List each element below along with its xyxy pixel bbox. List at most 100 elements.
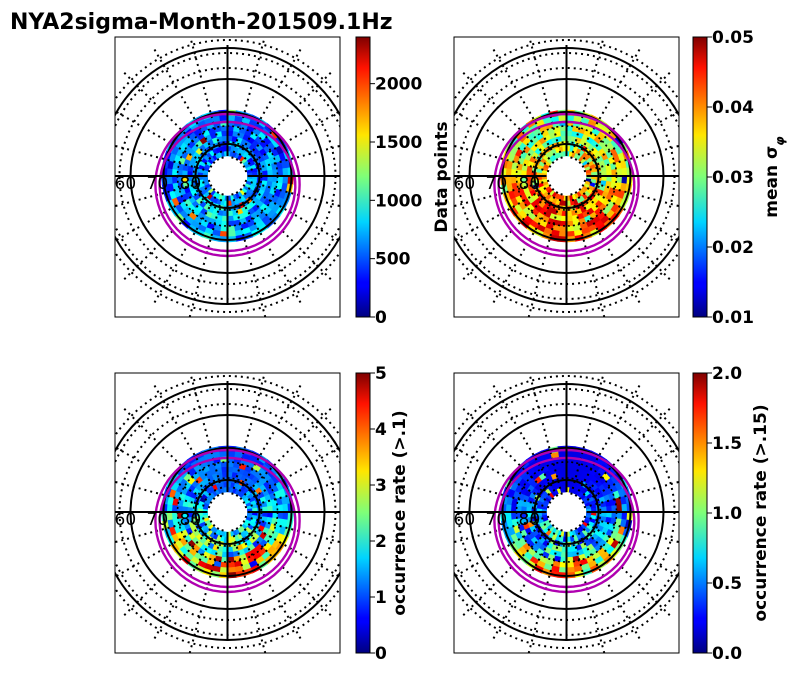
heatmap-cell <box>566 450 575 458</box>
heatmap-cell <box>171 175 178 184</box>
latitude-label: 60 <box>454 174 476 194</box>
heatmap-cell <box>621 175 628 185</box>
grid-radial-dotted <box>528 373 563 495</box>
polar-panel-top-right: 60 70 80 0.01 0.02 0.03 0.04 0.05 mean σφ <box>453 28 787 328</box>
heatmap-cell <box>277 175 284 184</box>
grid-radial-dotted <box>578 405 674 500</box>
grid-radial-dotted <box>115 144 211 173</box>
grid-radial-dotted <box>570 193 606 317</box>
grid-radial-dotted <box>231 373 266 495</box>
plot-area: 60 70 80 <box>454 373 679 653</box>
colorbar-tick-label: 0 <box>375 644 387 664</box>
heatmap-cell <box>558 566 567 574</box>
heatmap-cell <box>566 114 575 122</box>
axes-frame <box>114 372 341 654</box>
heatmap-cell <box>219 230 228 238</box>
plot-area: 60 70 80 <box>454 37 679 317</box>
grid-radial-dotted <box>454 144 550 173</box>
latitude-label: 80 <box>180 510 202 530</box>
grid-radial-dotted <box>578 524 674 619</box>
heatmap-cell <box>282 167 289 177</box>
heatmap-cell <box>566 225 575 233</box>
grid-radial-dotted <box>578 188 674 283</box>
colorbar-tick-label: 500 <box>375 250 411 270</box>
colorbar-label: occurrence rate (>.1) <box>390 410 410 615</box>
heatmap-cell <box>227 225 236 233</box>
heatmap-cell <box>558 561 567 569</box>
grid-radial-dotted <box>459 524 555 619</box>
latitude-label: 70 <box>147 510 169 530</box>
colorbar-tick-label: 3 <box>375 476 387 496</box>
grid-radial-dotted <box>583 515 679 544</box>
grid-radial-dotted <box>244 480 340 509</box>
colorbar-label: Data points <box>432 121 452 232</box>
grid-radial-dotted <box>188 193 224 317</box>
latitude-label: 70 <box>486 510 508 530</box>
grid-radial-dotted <box>454 109 552 168</box>
heatmap-cell <box>616 504 623 513</box>
heatmap-cell <box>510 511 517 520</box>
plot-area: 60 70 80 <box>115 37 340 317</box>
latitude-label: 60 <box>115 174 137 194</box>
heatmap-cell <box>558 230 567 238</box>
latitude-label: 70 <box>147 174 169 194</box>
colorbar-tick-label: 2000 <box>375 75 422 95</box>
heatmap-cell <box>219 114 228 122</box>
colorbar-tick-label: 0.04 <box>712 98 754 118</box>
grid-radial-dotted <box>454 515 550 544</box>
heatmap-cell <box>558 450 567 458</box>
latitude-label: 80 <box>519 510 541 530</box>
heatmap-cell <box>566 230 575 238</box>
figure-title: NYA2sigma-Month-201509.1Hz <box>10 10 393 35</box>
heatmap-cell <box>219 450 228 458</box>
grid-radial-dotted <box>231 193 267 317</box>
grid-radial-dotted <box>570 373 605 495</box>
grid-radial-dotted <box>239 524 335 619</box>
colorbar <box>355 372 371 654</box>
colorbar-tick-label: 1000 <box>375 191 422 211</box>
latitude-label: 70 <box>486 174 508 194</box>
colorbar-tick-label: 0.02 <box>712 238 754 258</box>
heatmap-cell <box>227 114 236 122</box>
heatmap-cell <box>566 561 575 569</box>
colorbar-tick-label: 0 <box>375 308 387 328</box>
colorbar-tick-label: 0.05 <box>712 28 754 48</box>
grid-radial-dotted <box>454 179 550 208</box>
heatmap-cell <box>616 511 623 520</box>
grid-radial-dotted <box>583 144 679 173</box>
heatmap-cell <box>621 167 628 177</box>
grid-radial-dotted <box>527 193 563 317</box>
heatmap-cell <box>621 511 628 521</box>
grid-radial-dotted <box>244 179 340 208</box>
heatmap-cell <box>566 566 575 574</box>
heatmap-cell <box>616 168 623 177</box>
heatmap-cell <box>510 168 517 177</box>
polar-panel-top-left: 60 70 80 0 500 1000 1500 2000 Data points <box>114 36 452 328</box>
heatmap-cell <box>510 504 517 513</box>
heatmap-cell <box>510 175 517 184</box>
latitude-label: 60 <box>115 510 137 530</box>
latitude-label: 80 <box>519 174 541 194</box>
colorbar <box>692 36 708 318</box>
grid-radial-dotted <box>244 144 340 173</box>
colorbar <box>692 372 708 654</box>
colorbar <box>355 36 371 318</box>
polar-panel-bottom-right: 60 70 80 0.0 0.5 1.0 1.5 2.0 occurrence rate (>.… <box>453 364 771 664</box>
grid-radial-dotted <box>189 373 224 495</box>
plot-area: 60 70 80 <box>115 373 340 653</box>
latitude-label: 60 <box>454 510 476 530</box>
heatmap-cell <box>277 511 284 520</box>
colorbar-tick-label: 1.5 <box>712 434 742 454</box>
grid-radial-dotted <box>454 480 550 509</box>
heatmap-cell <box>227 450 236 458</box>
axes-frame <box>453 36 680 318</box>
heatmap-cell <box>558 225 567 233</box>
colorbar-tick-label: 1 <box>375 588 387 608</box>
heatmap-cell <box>616 175 623 184</box>
colorbar-tick-label: 1500 <box>375 133 422 153</box>
heatmap-cell <box>171 504 178 513</box>
heatmap-cell <box>227 561 236 569</box>
grid-radial-dotted <box>581 109 679 168</box>
grid-radial-dotted <box>578 69 674 164</box>
